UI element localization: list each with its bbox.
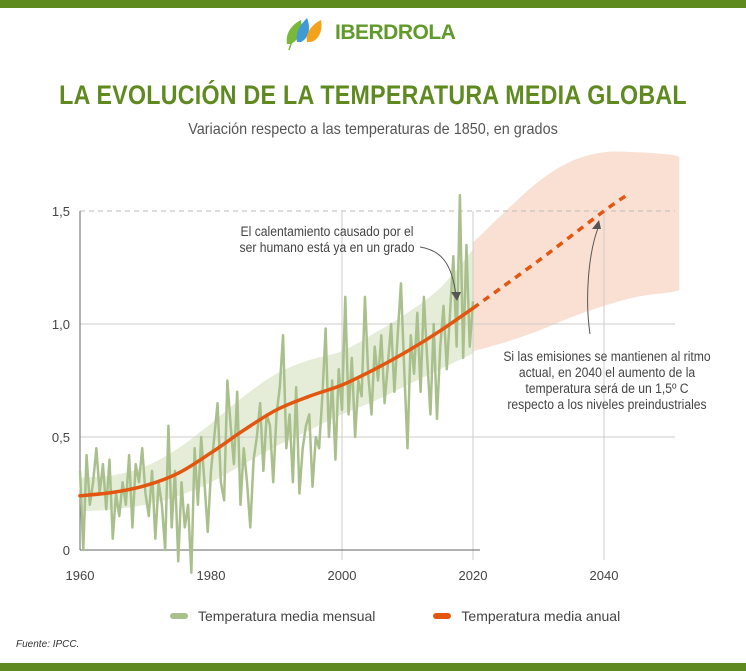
y-tick-label: 0,5 <box>52 430 70 445</box>
brand-name: IBERDROLA <box>335 21 456 44</box>
annotation-arrow <box>587 227 599 335</box>
annotation-line: actual, en 2040 el aumento de la <box>518 365 696 380</box>
y-tick-label: 1,0 <box>52 317 70 332</box>
annual-series-line <box>78 306 475 498</box>
x-tick-label: 1960 <box>66 568 95 583</box>
legend-swatch-monthly <box>170 613 188 619</box>
annotation-arrow <box>419 246 457 297</box>
arrowhead-icon <box>592 220 601 229</box>
legend-swatch-annual <box>433 613 452 619</box>
bottom-bar <box>0 663 746 671</box>
arrowhead-icon <box>451 292 461 301</box>
top-bar <box>0 0 746 8</box>
x-tick-label: 2000 <box>328 568 357 583</box>
y-tick-label: 1,5 <box>52 204 70 219</box>
page-title: LA EVOLUCIÓN DE LA TEMPERATURA MEDIA GLO… <box>59 80 687 110</box>
projection-line <box>471 191 632 310</box>
x-tick-label: 1980 <box>197 568 226 583</box>
brand-logo: IBERDROLA <box>283 14 456 52</box>
annotation-line: ser humano está ya en un grado <box>239 240 415 255</box>
monthly-series-line <box>78 193 475 574</box>
legend-label-annual: Temperatura media anual <box>461 608 621 624</box>
legend: Temperatura media mensual Temperatura me… <box>170 608 620 624</box>
x-tick-label: 2040 <box>590 568 619 583</box>
projection-band <box>473 151 680 352</box>
leaf-drops-icon <box>286 18 322 51</box>
source-note: Fuente: IPCC. <box>16 639 80 650</box>
annotation-projection: Si las emisiones se mantienen al ritmo a… <box>499 349 715 413</box>
annotation-line: temperatura será de un 1,5º C <box>525 381 689 396</box>
uncertainty-band <box>80 249 473 512</box>
y-tick-label: 0 <box>63 543 70 558</box>
annotation-line: respecto a los niveles preindustriales <box>507 397 707 412</box>
x-tick-label: 2020 <box>459 568 488 583</box>
annotation-current: El calentamiento causado por el ser huma… <box>233 224 422 256</box>
legend-label-monthly: Temperatura media mensual <box>198 608 376 624</box>
annotation-line: El calentamiento causado por el <box>240 224 414 239</box>
subtitle: Variación respecto a las temperaturas de… <box>188 121 558 138</box>
annotation-line: Si las emisiones se mantienen al ritmo <box>503 349 711 364</box>
